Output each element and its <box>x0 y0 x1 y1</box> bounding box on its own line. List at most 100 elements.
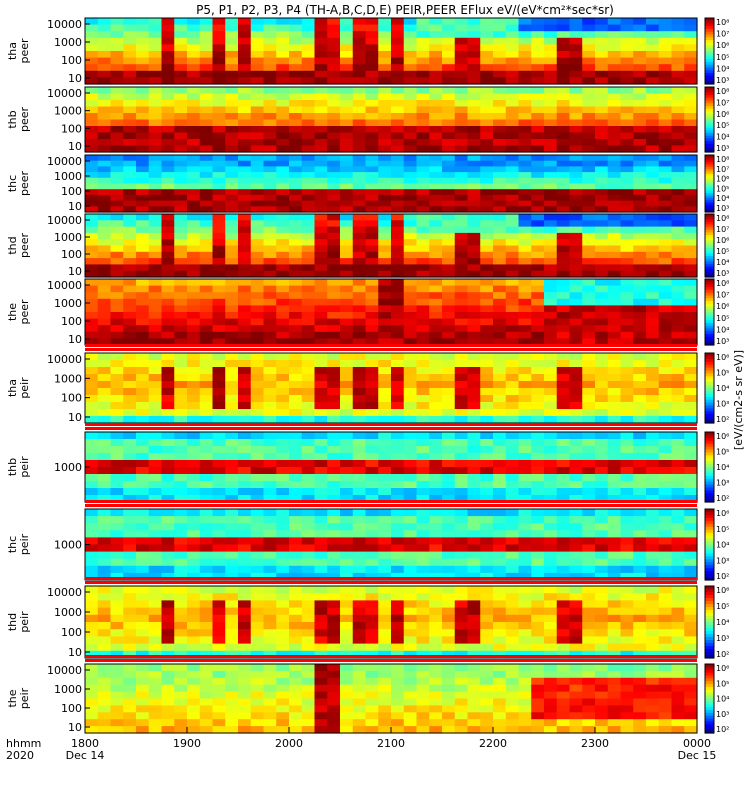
heatmap-cell <box>403 495 418 503</box>
heatmap-cell <box>391 467 405 475</box>
heatmap-cell <box>505 31 520 39</box>
heatmap-cell <box>480 145 494 153</box>
heatmap-cell <box>301 251 316 259</box>
heatmap-cell <box>595 402 609 410</box>
heatmap-cell <box>595 93 609 101</box>
heatmap-cell <box>187 119 201 127</box>
heatmap-cell <box>569 467 583 475</box>
heatmap-cell <box>480 305 494 313</box>
heatmap-cell <box>97 232 112 240</box>
heatmap-cell <box>646 298 660 306</box>
heatmap-cell <box>633 572 647 581</box>
heatmap-cell <box>276 530 290 538</box>
heatmap-cell <box>161 119 175 127</box>
heatmap-cell <box>174 200 188 207</box>
heatmap-cell <box>416 705 430 713</box>
colorbar-segment <box>705 229 714 233</box>
heatmap-cell <box>250 488 265 496</box>
heatmap-cell <box>187 474 201 482</box>
heatmap-cell <box>658 44 673 52</box>
heatmap-cell <box>365 126 379 134</box>
heatmap-cell <box>467 474 481 482</box>
heatmap-cell <box>148 395 163 403</box>
colorbar-segment <box>705 89 714 94</box>
heatmap-cell <box>365 516 379 524</box>
heatmap-cell <box>569 139 583 147</box>
heatmap-cell <box>352 264 367 272</box>
heatmap-cell <box>378 331 392 339</box>
heatmap-cell <box>454 650 469 659</box>
heatmap-cell <box>136 643 150 652</box>
heatmap-cell <box>340 381 354 389</box>
heatmap-cell <box>187 636 201 645</box>
colorbar-frame <box>704 86 715 153</box>
heatmap-cell <box>263 113 277 121</box>
heatmap-cell <box>518 64 532 72</box>
heatmap-cell <box>531 318 545 326</box>
heatmap-cell <box>569 106 583 114</box>
heatmap-cell <box>595 516 609 524</box>
heatmap-cell <box>161 643 175 652</box>
heatmap-cell <box>327 51 341 59</box>
heatmap-cell <box>620 239 634 247</box>
heatmap-cell <box>276 189 290 196</box>
heatmap-cell <box>544 558 558 567</box>
heatmap-cell <box>620 214 634 221</box>
heatmap-cell <box>416 530 430 538</box>
heatmap-cell <box>378 664 392 672</box>
heatmap-cell <box>289 113 303 121</box>
heatmap-cell <box>620 460 634 468</box>
heatmap-cell <box>429 119 443 127</box>
heatmap-cell <box>263 446 277 454</box>
heatmap-cell <box>646 139 660 147</box>
heatmap-cell <box>365 239 379 247</box>
heatmap-cell <box>187 558 201 567</box>
heatmap-cell <box>238 44 252 52</box>
heatmap-cell <box>607 64 622 72</box>
heatmap-cell <box>199 664 214 672</box>
heatmap-cell <box>620 558 634 567</box>
heatmap-cell <box>199 245 214 253</box>
heatmap-cell <box>365 64 379 72</box>
heatmap-cell <box>646 481 660 489</box>
heatmap-cell <box>684 353 698 361</box>
heatmap-cell <box>238 367 252 375</box>
heatmap-cell <box>161 551 175 560</box>
heatmap-cell <box>544 481 558 489</box>
colorbar-segment <box>705 361 714 366</box>
heatmap-cell <box>493 516 507 524</box>
colorbar-segment <box>705 100 714 104</box>
heatmap-cell <box>454 331 469 339</box>
heatmap-cell <box>493 279 507 287</box>
heatmap-cell <box>327 155 341 162</box>
heatmap-cell <box>263 189 277 196</box>
heatmap-cell <box>110 544 124 553</box>
heatmap-cell <box>97 155 112 162</box>
heatmap-cell <box>518 194 532 202</box>
colorbar-segment <box>705 183 714 187</box>
heatmap-cell <box>187 126 201 134</box>
heatmap-cell <box>531 586 545 594</box>
heatmap-cell <box>556 245 571 253</box>
heatmap-cell <box>123 183 137 190</box>
heatmap-cell <box>365 338 379 346</box>
heatmap-cell <box>340 106 354 114</box>
heatmap-cell <box>123 705 137 713</box>
heatmap-cell <box>97 325 112 333</box>
heatmap-cell <box>505 558 520 567</box>
heatmap-cell <box>378 614 392 623</box>
heatmap-cell <box>467 402 481 410</box>
colorbar-segment <box>705 48 714 52</box>
heatmap-cell <box>544 251 558 259</box>
heatmap-cell <box>110 537 124 546</box>
heatmap-cell <box>123 93 137 101</box>
heatmap-cell <box>569 331 583 339</box>
heatmap-cell <box>620 166 634 173</box>
heatmap-cell <box>454 145 469 153</box>
heatmap-cell <box>314 537 328 546</box>
quality-flag-bar <box>85 500 697 503</box>
heatmap-cell <box>276 453 290 461</box>
probe-label: tha <box>6 379 19 397</box>
heatmap-cell <box>531 395 545 403</box>
heatmap-cell <box>225 251 239 259</box>
